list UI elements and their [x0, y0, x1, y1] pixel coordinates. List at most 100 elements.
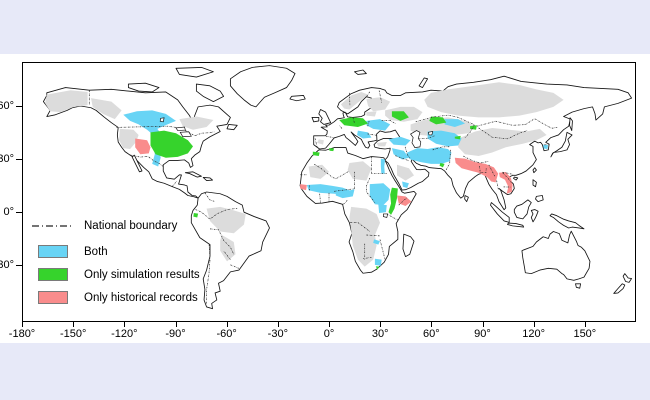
- x-axis-tick: [73, 322, 75, 327]
- legend: National boundary Both Only simulation res…: [31, 218, 200, 313]
- y-axis-tick-label: -30°: [0, 259, 14, 272]
- x-axis-tick: [431, 322, 433, 327]
- region-simulation: [339, 117, 369, 128]
- hainan: [513, 177, 517, 180]
- new-zealand-south: [614, 284, 625, 294]
- x-axis-tick-label: 150°: [573, 328, 597, 340]
- region-both: [380, 158, 386, 174]
- japan: [551, 132, 572, 157]
- lake-victoria: [383, 214, 387, 218]
- region-both: [444, 119, 465, 128]
- legend-label: National boundary: [84, 219, 178, 232]
- region-both: [369, 183, 391, 206]
- hispaniola: [203, 177, 212, 180]
- sumatra: [491, 203, 510, 223]
- lake-winnipeg: [160, 118, 164, 122]
- region-simulation: [388, 187, 398, 215]
- legend-swatch: [31, 291, 75, 304]
- region-simulation: [391, 111, 409, 121]
- x-axis-tick: [277, 322, 279, 327]
- region-both: [366, 119, 391, 131]
- x-axis-tick-label: -90°: [165, 328, 186, 340]
- y-axis-tick: [16, 265, 22, 267]
- legend-swatch-simulation: [38, 268, 68, 281]
- legend-item: National boundary: [31, 218, 200, 233]
- x-axis-tick-label: -30°: [267, 328, 288, 340]
- x-axis-tick-label: -120°: [111, 328, 138, 340]
- region-simulation: [150, 130, 193, 158]
- new-guinea: [550, 214, 584, 229]
- caspian-sea: [411, 131, 421, 148]
- x-axis-tick-label: 90°: [474, 328, 491, 340]
- region-historical: [135, 138, 151, 155]
- y-axis-tick: [16, 106, 22, 108]
- region-both: [357, 130, 372, 139]
- y-axis-tick-label: 30°: [0, 153, 14, 166]
- region-both: [378, 204, 387, 214]
- taiwan: [533, 168, 536, 173]
- svalbard: [355, 70, 367, 74]
- legend-label: Only historical records: [84, 291, 198, 304]
- x-axis-tick-label: 0°: [323, 328, 335, 340]
- region-both: [374, 258, 382, 266]
- region-both: [427, 130, 462, 147]
- x-axis-tick: [533, 322, 535, 327]
- aral-sea: [428, 131, 432, 135]
- region-both: [388, 136, 411, 146]
- map-frame: [22, 62, 636, 322]
- world-map: [23, 63, 635, 321]
- lake-superior: [176, 127, 185, 131]
- region-both: [335, 189, 355, 199]
- baja-california: [132, 155, 142, 172]
- boundary-line-icon: [32, 224, 74, 227]
- lakes-layer: [160, 118, 433, 218]
- x-axis-tick-label: 120°: [522, 328, 546, 340]
- region-both: [543, 144, 548, 149]
- lake-huron-michigan: [180, 132, 191, 137]
- region-both: [391, 148, 409, 160]
- x-axis-tick: [380, 322, 382, 327]
- region-historical: [300, 184, 307, 191]
- x-axis-tick: [226, 322, 228, 327]
- x-axis-tick: [22, 322, 23, 327]
- region-both: [406, 147, 452, 164]
- region-historical: [454, 157, 499, 183]
- baffin-island: [196, 84, 223, 102]
- region-simulation: [193, 213, 199, 218]
- legend-label: Only simulation results: [84, 268, 200, 281]
- mindanao: [536, 196, 544, 202]
- x-axis-tick-label: 30°: [371, 328, 389, 340]
- legend-swatch: [31, 268, 75, 281]
- x-axis-tick-label: 60°: [423, 328, 440, 340]
- y-axis-tick: [16, 159, 22, 161]
- luzon: [533, 180, 536, 187]
- new-zealand-north: [623, 274, 632, 283]
- region-simulation: [454, 135, 461, 140]
- region-simulation: [429, 116, 447, 125]
- legend-item: Only historical records: [31, 290, 200, 305]
- region-both: [123, 110, 176, 135]
- legend-swatch: [31, 245, 75, 258]
- region-simulation: [439, 163, 445, 168]
- victoria-island: [128, 83, 159, 92]
- legend-label: Both: [84, 245, 108, 258]
- novaya-zemlya: [419, 78, 428, 88]
- region-simulation: [375, 266, 380, 270]
- region-both: [373, 239, 380, 245]
- x-axis-tick: [175, 322, 177, 327]
- sakhalin: [570, 118, 573, 131]
- x-axis-tick-label: -150°: [59, 328, 87, 340]
- legend-item: Both: [31, 244, 200, 259]
- y-axis-tick-label: 60°: [0, 100, 14, 113]
- y-axis-tick: [16, 212, 22, 214]
- sulawesi: [531, 210, 538, 222]
- legend-swatch-both: [38, 245, 68, 258]
- newfoundland: [227, 124, 237, 129]
- x-axis-tick-label: -60°: [216, 328, 237, 340]
- legend-item: Only simulation results: [31, 267, 200, 282]
- region-simulation: [329, 148, 335, 152]
- x-axis-tick-label: -180°: [8, 328, 36, 340]
- australia: [522, 231, 590, 280]
- sri-lanka: [465, 196, 469, 202]
